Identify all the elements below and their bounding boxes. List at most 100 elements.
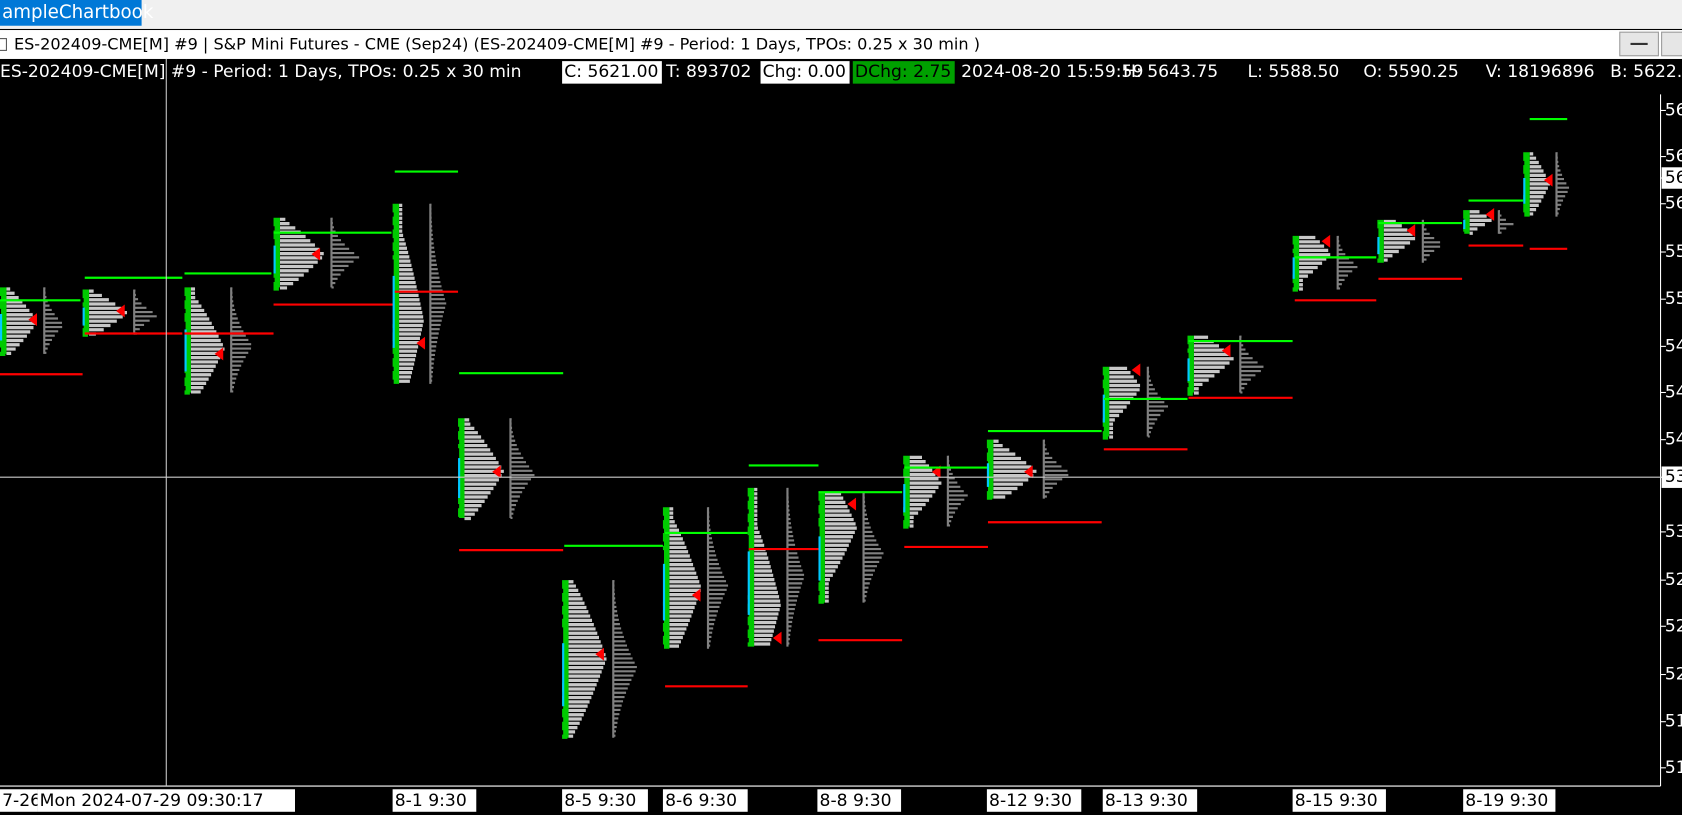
close-marker (1485, 208, 1495, 221)
tpo-profile (399, 203, 424, 383)
volume-profile (863, 492, 884, 602)
header-field: V: 18196896 (1486, 62, 1595, 82)
close-marker (214, 347, 224, 361)
window-icon (0, 38, 7, 51)
volume-profile (1337, 235, 1358, 290)
header-field: B: 5622.2 (1610, 62, 1682, 82)
header-field: T: 893702 (665, 62, 751, 82)
time-label-box (986, 789, 1082, 812)
time-label-box (1292, 789, 1386, 812)
tpo-profile (1529, 152, 1551, 216)
header-field-box (852, 61, 955, 84)
price-label: 54 (1665, 382, 1682, 402)
time-label: 8-15 9:30 (1295, 791, 1378, 811)
price-label: 56 (1665, 147, 1682, 167)
header-field: 2024-08-20 15:59:59 (961, 62, 1143, 82)
time-label: 8-5 9:30 (564, 791, 636, 811)
price-label: 51 (1665, 712, 1682, 732)
close-marker (1321, 234, 1331, 248)
volume-profile (708, 507, 729, 647)
price-label-box (1661, 167, 1682, 189)
volume-profile (1498, 210, 1514, 234)
tpo-profile (1469, 210, 1492, 235)
close-marker (1406, 224, 1416, 237)
header-field: DChg: 2.75 (855, 62, 951, 82)
header-field: L: 5588.50 (1248, 62, 1340, 82)
time-label: 8-6 9:30 (665, 791, 737, 811)
time-label-box (817, 789, 902, 812)
close-marker (691, 588, 701, 602)
volume-profile (331, 217, 360, 289)
time-label: Mon 2024-07-29 09:30:17 (40, 791, 264, 811)
price-label: 52 (1665, 665, 1682, 685)
time-label-box (1463, 789, 1556, 812)
header-field-box (562, 61, 662, 84)
time-label-box (1102, 789, 1198, 812)
volume-profile (1043, 439, 1069, 498)
tab[interactable] (0, 0, 142, 26)
header-field: H: 5643.75 (1123, 62, 1218, 82)
tpo-profile (279, 217, 324, 290)
volume-profile (510, 418, 535, 520)
close-marker (416, 336, 426, 350)
close-marker (28, 313, 37, 326)
price-label: 52 (1665, 570, 1682, 590)
time-label-box (37, 789, 295, 812)
volume-profile (430, 203, 447, 382)
price-label: 56 (1665, 194, 1682, 214)
volume-profile (134, 289, 157, 335)
volume-profile (1240, 335, 1264, 394)
study-label: ES-202409-CME[M] #9 - Period: 1 Days, TP… (0, 62, 522, 82)
price-label: 54 (1665, 430, 1682, 450)
price-label: 56 (1665, 100, 1682, 120)
header-field: O: 5590.25 (1363, 62, 1458, 82)
tpo-profile (909, 455, 942, 528)
tpo-profile (993, 439, 1037, 499)
price-label: 54 (1665, 336, 1682, 356)
tpo-profile (1299, 235, 1331, 291)
header-field: Chg: 0.00 (763, 62, 846, 82)
window-title: ES-202409-CME[M] #9 | S&P Mini Futures -… (14, 35, 980, 54)
price-label-box (1661, 466, 1682, 488)
tpo-profile (824, 492, 857, 603)
close-marker (311, 247, 321, 261)
time-label: 7-26 (2, 791, 41, 811)
close-marker (492, 465, 501, 479)
close-marker (1543, 173, 1553, 187)
volume-profile (1556, 152, 1570, 215)
price-label: 55 (1665, 242, 1682, 262)
time-label: 8-13 9:30 (1105, 791, 1188, 811)
close-marker (1221, 344, 1231, 358)
close-marker (595, 647, 604, 661)
tpo-profile (1109, 366, 1141, 439)
tpo-profile (669, 507, 701, 648)
tpo-profile (464, 418, 504, 521)
volume-profile (787, 487, 805, 645)
time-label-box (392, 789, 477, 812)
close-marker (772, 631, 782, 645)
volume-profile (947, 455, 968, 527)
chart-area (0, 58, 1682, 789)
close-marker (1024, 465, 1033, 479)
tab-label[interactable]: ampleChartbook (2, 2, 154, 23)
tpo-profile (89, 289, 128, 336)
volume-profile (613, 580, 637, 737)
time-label: 8-12 9:30 (989, 791, 1072, 811)
tab-bar (0, 0, 1682, 29)
header-field-box (760, 61, 850, 84)
price-label: 51 (1665, 758, 1682, 778)
restore-button[interactable] (1661, 31, 1682, 57)
price-label: 53 (1665, 467, 1682, 487)
close-marker (1131, 363, 1141, 377)
title-bar (0, 30, 1682, 59)
close-marker (847, 497, 857, 511)
price-label: 55 (1665, 289, 1682, 309)
time-label: 8-1 9:30 (395, 791, 467, 811)
time-label-box (0, 789, 38, 812)
price-label: 56 (1665, 168, 1682, 188)
tpo-profile (190, 287, 225, 394)
tpo-profile (754, 487, 781, 646)
time-label: 8-8 9:30 (820, 791, 892, 811)
